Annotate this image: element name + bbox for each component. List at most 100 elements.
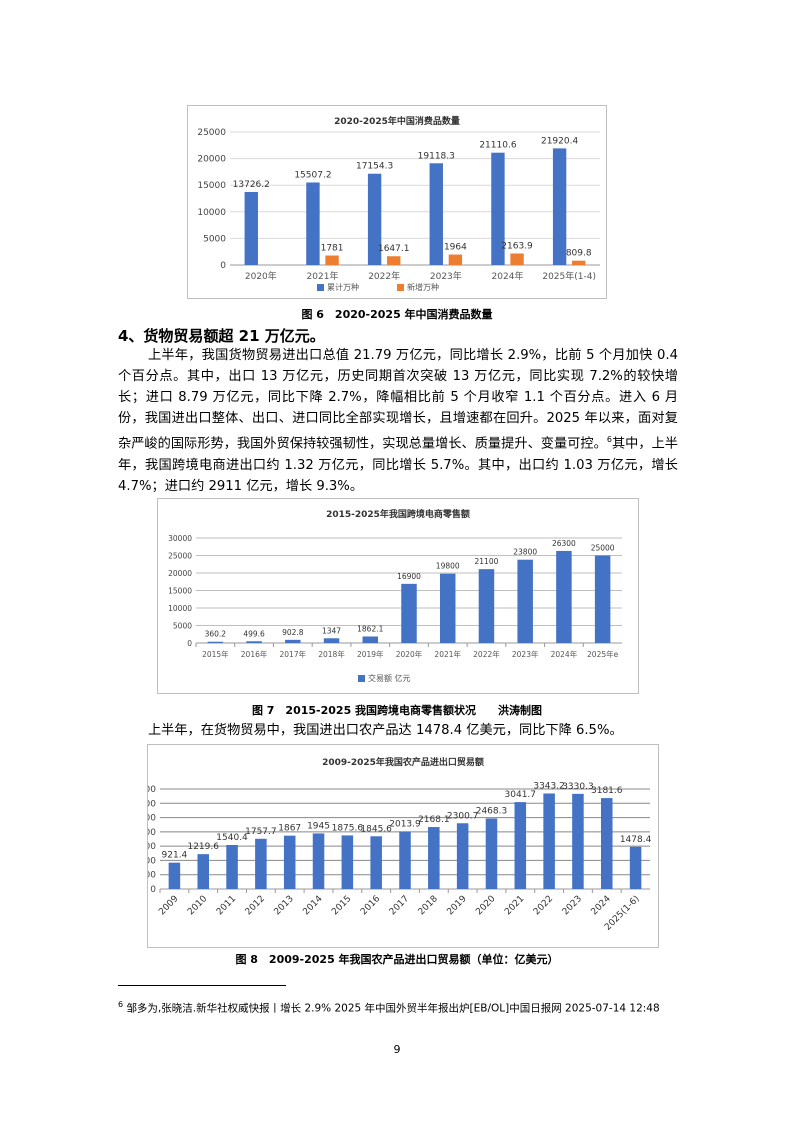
footnote-text: 邹多为,张晓洁.新华社权威快报丨增长 2.9% 2025 年中国外贸半年报出炉[… xyxy=(126,1002,660,1015)
bar xyxy=(246,641,262,643)
data-label: 3330.3 xyxy=(562,782,594,792)
data-label: 1757.7 xyxy=(245,827,277,837)
x-tick-label: 2018年 xyxy=(318,649,345,659)
figure-6-caption: 图 6 2020-2025 年中国消费品数量 xyxy=(301,308,493,321)
data-label: 921.4 xyxy=(162,851,188,861)
data-label: 16900 xyxy=(397,572,421,581)
bar xyxy=(341,835,354,889)
x-tick-label: 2022年 xyxy=(473,649,500,659)
y-tick-label: 20000 xyxy=(197,155,226,165)
data-label: 1647.1 xyxy=(378,244,410,254)
legend-label: 累计万种 xyxy=(327,282,359,292)
data-label: 1540.4 xyxy=(216,833,248,843)
footnote-divider xyxy=(118,985,286,986)
x-tick-label: 2020 xyxy=(474,894,497,917)
data-label: 1867 xyxy=(278,824,301,834)
bar xyxy=(362,636,379,643)
y-tick-label: 1000 xyxy=(148,856,156,866)
bar xyxy=(323,638,340,643)
x-tick-label: 2021年 xyxy=(307,270,339,282)
bar xyxy=(197,854,209,889)
x-tick-label: 2012 xyxy=(244,894,267,917)
y-tick-label: 25000 xyxy=(197,128,226,138)
bar xyxy=(601,798,613,889)
data-label: 1219.6 xyxy=(187,842,219,852)
bar xyxy=(552,148,567,265)
x-tick-label: 2022年 xyxy=(368,270,400,282)
data-label: 23800 xyxy=(513,548,537,557)
legend-swatch xyxy=(397,284,404,291)
x-tick-label: 2025年(1-4) xyxy=(542,270,596,282)
y-tick-label: 1500 xyxy=(148,842,156,852)
chart-consumer-goods: 2020-2025年中国消费品数量 0 5000 10000 15000 20000 250… xyxy=(187,105,607,299)
y-tick-label: 0 xyxy=(220,261,226,271)
legend-swatch xyxy=(358,675,365,682)
x-tick-label: 2023年 xyxy=(512,649,539,659)
bar xyxy=(207,641,224,643)
y-tick-label: 5000 xyxy=(203,234,226,244)
x-tick-label: 2021年 xyxy=(434,649,461,659)
data-label: 21100 xyxy=(475,557,499,566)
footnote: 6 邹多为,张晓洁.新华社权威快报丨增长 2.9% 2025 年中国外贸半年报出… xyxy=(118,996,678,1018)
bar xyxy=(283,835,296,889)
footnote-ref[interactable]: 6 xyxy=(606,435,612,445)
legend-label: 交易额 亿元 xyxy=(368,673,411,683)
bar xyxy=(514,802,527,889)
data-label: 499.6 xyxy=(243,629,265,638)
data-label: 1845.6 xyxy=(360,824,392,834)
bar xyxy=(448,254,463,265)
figure-7-caption: 图 7 2015-2025 我国跨境电商零售额状况 洪涛制图 xyxy=(251,704,543,717)
data-label: 2468.3 xyxy=(476,806,508,816)
data-label: 19800 xyxy=(436,562,460,571)
y-tick-label: 15000 xyxy=(168,587,192,596)
bar xyxy=(439,573,456,643)
bar xyxy=(399,831,411,889)
x-tick-label: 2010 xyxy=(186,894,209,917)
data-label: 360.2 xyxy=(205,630,227,639)
data-label: 25000 xyxy=(591,544,615,553)
section-heading: 4、货物贸易额超 21 万亿元。 xyxy=(118,327,325,345)
bar xyxy=(387,256,401,265)
bar xyxy=(594,555,611,643)
data-label: 2168.1 xyxy=(418,815,450,825)
x-tick-label: 2011 xyxy=(215,894,238,917)
legend-swatch xyxy=(317,284,324,291)
x-tick-label: 2020年 xyxy=(396,649,423,659)
bar xyxy=(306,182,320,265)
data-label: 15507.2 xyxy=(294,171,331,181)
bar xyxy=(629,846,642,889)
data-label: 902.8 xyxy=(282,628,304,637)
bar xyxy=(491,152,505,265)
paragraph-agri: 上半年，在货物贸易中，我国进出口农产品达 1478.4 亿美元，同比下降 6.5… xyxy=(148,723,623,738)
data-label: 19118.3 xyxy=(418,151,455,161)
y-tick-label: 0 xyxy=(150,885,156,895)
y-tick-label: 30000 xyxy=(168,534,192,543)
paragraph-trade: 上半年，我国货物贸易进出口总值 21.79 万亿元，同比增长 2.9%，比前 5… xyxy=(118,345,678,497)
bar xyxy=(244,191,258,265)
bar xyxy=(485,818,498,889)
data-label: 13726.2 xyxy=(233,180,270,190)
x-tick-label: 2021 xyxy=(503,894,526,917)
data-label: 1862.1 xyxy=(357,624,383,633)
bar xyxy=(556,550,572,643)
data-label: 21920.4 xyxy=(541,136,578,146)
y-tick-label: 0 xyxy=(187,639,192,648)
bar xyxy=(226,844,238,889)
page-number: 9 xyxy=(393,1043,401,1056)
y-tick-label: 10000 xyxy=(168,604,192,613)
data-label: 809.8 xyxy=(566,249,592,259)
bar xyxy=(401,583,417,643)
data-label: 17154.3 xyxy=(356,162,393,172)
data-label: 1945 xyxy=(307,821,330,831)
bar xyxy=(255,838,267,889)
y-tick-label: 2500 xyxy=(148,814,156,824)
bar xyxy=(517,559,533,643)
data-label: 1781 xyxy=(321,244,344,254)
bar xyxy=(168,862,181,889)
data-label: 1478.4 xyxy=(620,835,652,845)
x-tick-label: 2022 xyxy=(532,894,555,917)
x-tick-label: 2017 xyxy=(388,894,411,917)
data-label: 1964 xyxy=(444,243,467,253)
x-tick-label: 2017年 xyxy=(280,649,307,659)
